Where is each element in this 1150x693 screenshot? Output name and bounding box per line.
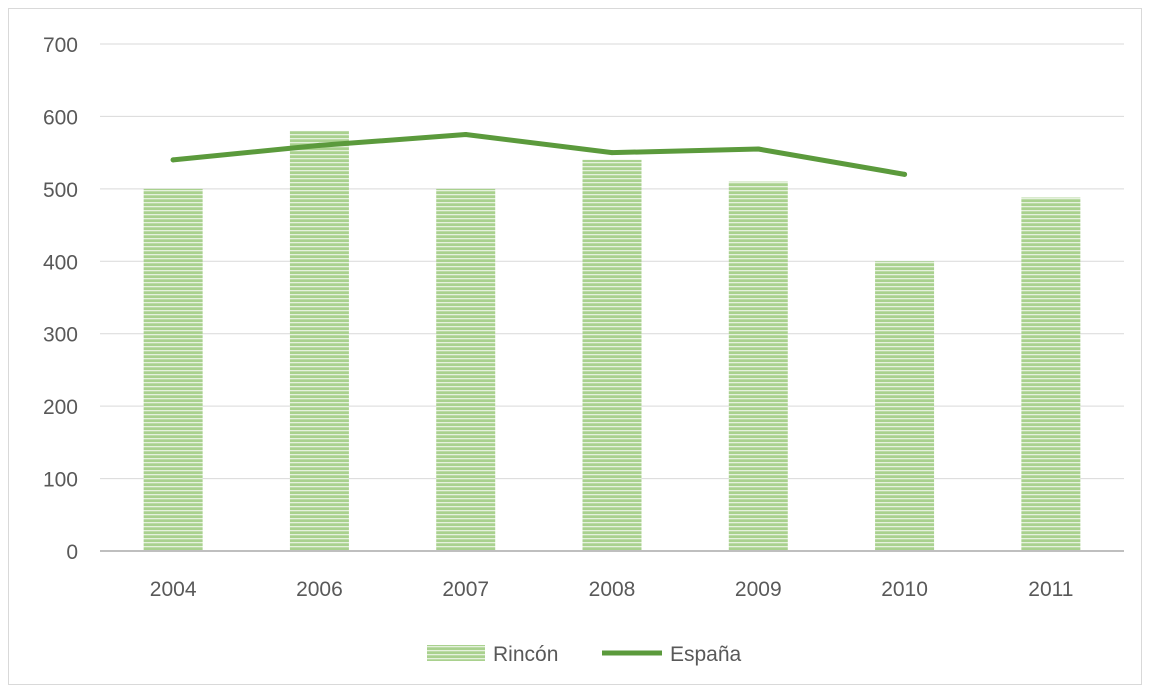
y-tick-label: 200 xyxy=(43,396,78,419)
legend-label-line: España xyxy=(670,643,742,666)
legend-swatch-bar xyxy=(427,645,485,661)
bar-2008 xyxy=(582,159,642,551)
bars xyxy=(143,130,1081,551)
y-axis-ticks: 0 100 200 300 400 500 600 700 xyxy=(43,34,78,564)
line-point xyxy=(755,146,761,152)
line-series xyxy=(170,132,908,177)
x-tick-label: 2004 xyxy=(150,578,197,601)
x-axis-ticks: 2004 2006 2007 2008 2009 2010 2011 xyxy=(150,578,1074,601)
y-tick-label: 500 xyxy=(43,179,78,202)
bar-2010 xyxy=(875,261,935,551)
x-tick-label: 2006 xyxy=(296,578,343,601)
x-tick-label: 2008 xyxy=(589,578,636,601)
y-tick-label: 100 xyxy=(43,469,78,492)
line-point xyxy=(316,142,322,148)
line-point xyxy=(902,171,908,177)
y-tick-label: 300 xyxy=(43,324,78,347)
x-tick-label: 2010 xyxy=(881,578,928,601)
bar-2009 xyxy=(728,181,788,551)
bar-2006 xyxy=(289,130,349,551)
bar-2004 xyxy=(143,188,203,551)
line-point xyxy=(463,132,469,138)
legend: Rincón España xyxy=(427,643,742,666)
bar-2011 xyxy=(1021,197,1081,551)
line-point xyxy=(609,150,615,156)
y-tick-label: 400 xyxy=(43,251,78,274)
x-tick-label: 2007 xyxy=(442,578,489,601)
y-tick-label: 700 xyxy=(43,34,78,57)
x-tick-label: 2009 xyxy=(735,578,782,601)
line-point xyxy=(170,157,176,163)
legend-label-bar: Rincón xyxy=(493,643,558,666)
x-tick-label: 2011 xyxy=(1028,578,1073,601)
y-tick-label: 0 xyxy=(66,541,78,564)
bar-2007 xyxy=(436,188,496,551)
line-espana xyxy=(170,132,908,177)
y-tick-label: 600 xyxy=(43,106,78,129)
